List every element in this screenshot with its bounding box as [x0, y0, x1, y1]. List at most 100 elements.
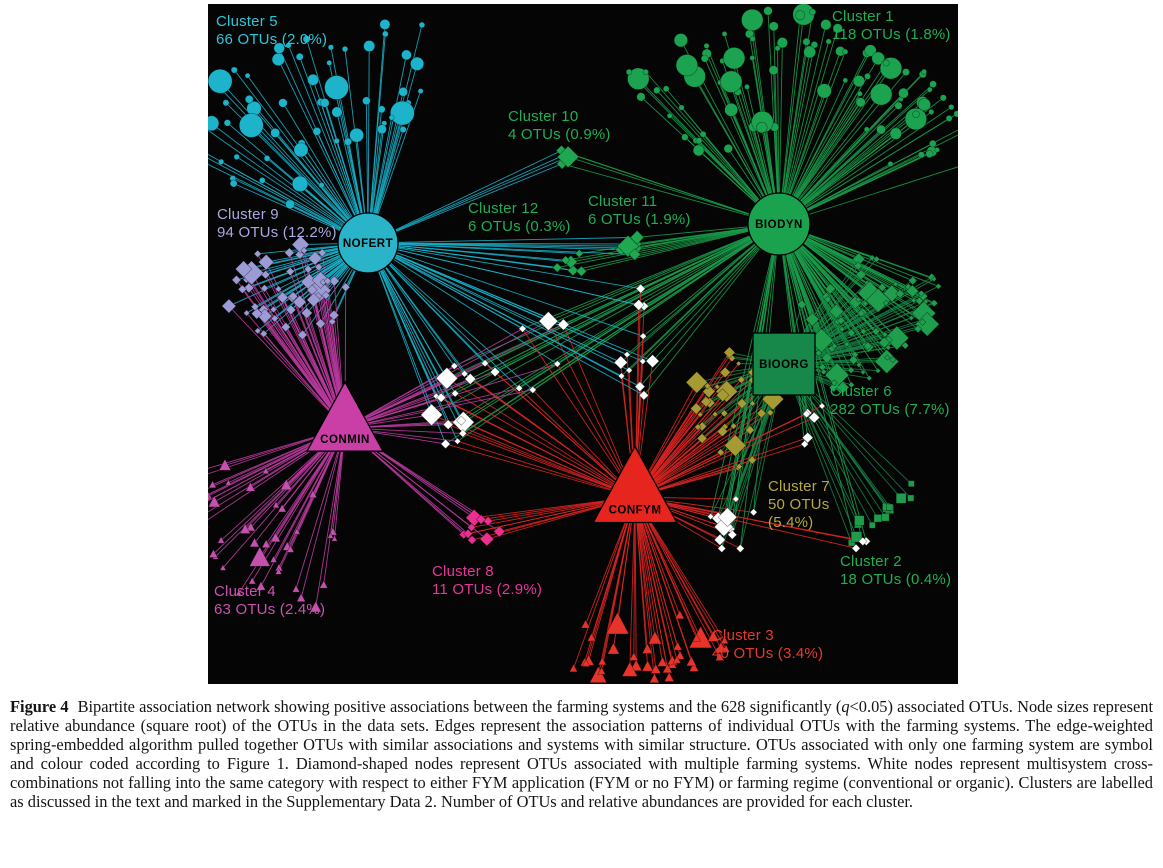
caption-figure-number: Figure 4: [10, 697, 69, 716]
otu-node: [802, 409, 811, 419]
otu-node: [296, 592, 306, 602]
otu-node: [293, 142, 309, 158]
hub-label-bioorg: BIOORG: [759, 359, 809, 371]
otu-node: [874, 349, 900, 374]
association-edge: [461, 420, 636, 498]
otu-node: [625, 68, 633, 76]
otu-node: [868, 521, 876, 529]
otu-node: [311, 271, 330, 289]
association-edge: [634, 496, 857, 549]
otu-node: [300, 307, 313, 319]
otu-node: [881, 331, 888, 338]
otu-node: [674, 609, 685, 620]
association-edge: [634, 496, 649, 667]
otu-node: [715, 388, 730, 402]
association-edge: [642, 223, 780, 362]
otu-node: [270, 532, 281, 543]
association-edge: [447, 424, 636, 498]
otu-node: [904, 107, 927, 131]
otu-node: [574, 249, 584, 258]
association-edge: [277, 59, 369, 244]
otu-node: [836, 380, 850, 394]
otu-node: [333, 137, 340, 145]
otu-node: [657, 656, 668, 667]
association-edge: [367, 242, 582, 272]
otu-node: [776, 37, 788, 49]
otu-node: [895, 289, 905, 299]
otu-node: [560, 255, 571, 265]
otu-node: [862, 300, 869, 307]
otu-node: [229, 179, 238, 188]
otu-node: [838, 326, 846, 333]
otu-node: [303, 264, 313, 274]
otu-node: [292, 295, 307, 310]
otu-node: [847, 366, 855, 374]
otu-node: [553, 360, 562, 368]
otu-node: [703, 42, 710, 49]
otu-node: [736, 398, 748, 410]
otu-node: [155, 478, 164, 486]
otu-node: [528, 385, 537, 394]
otu-node: [876, 124, 886, 135]
otu-node: [720, 409, 729, 418]
otu-node: [818, 402, 826, 410]
hub-bioorg: [752, 332, 816, 396]
otu-node: [321, 290, 331, 300]
otu-node: [625, 366, 633, 374]
otu-node: [744, 83, 750, 90]
otu-node: [720, 635, 729, 644]
otu-node: [756, 408, 767, 419]
otu-node: [623, 351, 631, 359]
otu-node: [234, 260, 253, 278]
otu-node: [262, 467, 270, 475]
association-edge: [248, 98, 369, 244]
otu-node: [929, 80, 937, 88]
otu-node: [886, 503, 894, 511]
otu-node: [870, 83, 893, 106]
otu-node: [270, 314, 279, 323]
otu-node: [878, 336, 891, 349]
otu-node: [723, 47, 746, 70]
otu-node: [842, 48, 849, 55]
association-edge: [367, 242, 639, 306]
otu-node: [224, 479, 232, 486]
otu-node: [377, 105, 386, 114]
otu-node: [639, 357, 647, 365]
otu-node: [436, 392, 447, 403]
otu-node: [855, 361, 862, 368]
association-edge: [532, 223, 780, 391]
otu-node: [818, 363, 827, 372]
association-edge: [440, 397, 636, 498]
otu-node: [285, 304, 297, 316]
otu-node: [377, 124, 387, 135]
association-edge: [634, 496, 668, 669]
otu-node: [756, 121, 768, 134]
otu-node: [324, 75, 349, 100]
otu-node: [481, 359, 489, 368]
otu-node: [673, 33, 688, 48]
association-edge: [778, 223, 864, 542]
association-edge: [717, 223, 780, 519]
otu-node: [208, 548, 219, 558]
otu-node: [892, 281, 899, 287]
otu-node: [873, 514, 882, 523]
otu-node: [318, 182, 325, 189]
figure-caption: Figure 4 Bipartite association network sh…: [0, 690, 1163, 811]
otu-node: [291, 175, 309, 192]
otu-node: [854, 515, 865, 526]
association-edge: [710, 223, 780, 517]
otu-node: [908, 315, 915, 322]
association-edge: [295, 427, 346, 590]
otu-node: [801, 431, 814, 444]
otu-node: [809, 8, 817, 16]
otu-node: [721, 644, 731, 653]
otu-node: [312, 127, 322, 136]
otu-node: [842, 77, 849, 84]
otu-node: [917, 151, 925, 159]
hub-conmin: [305, 380, 385, 452]
otu-node: [190, 502, 200, 512]
otu-node: [435, 367, 459, 390]
association-edge: [219, 80, 369, 244]
caption-text-pre: Bipartite association network showing po…: [77, 697, 842, 716]
otu-node: [278, 98, 288, 108]
